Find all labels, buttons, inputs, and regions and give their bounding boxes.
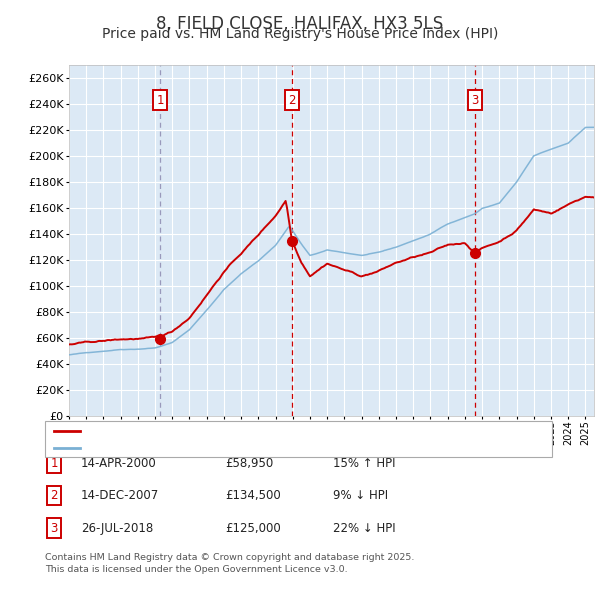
Text: £134,500: £134,500 (225, 489, 281, 502)
Text: HPI: Average price, semi-detached house, Calderdale: HPI: Average price, semi-detached house,… (84, 443, 381, 453)
Text: 1: 1 (157, 93, 164, 107)
Text: 15% ↑ HPI: 15% ↑ HPI (333, 457, 395, 470)
Text: 26-JUL-2018: 26-JUL-2018 (81, 522, 153, 535)
Text: 14-DEC-2007: 14-DEC-2007 (81, 489, 159, 502)
Text: 2: 2 (50, 489, 58, 502)
Text: 1: 1 (50, 457, 58, 470)
Text: 9% ↓ HPI: 9% ↓ HPI (333, 489, 388, 502)
Text: Price paid vs. HM Land Registry's House Price Index (HPI): Price paid vs. HM Land Registry's House … (102, 27, 498, 41)
Text: 8, FIELD CLOSE, HALIFAX, HX3 5LS (semi-detached house): 8, FIELD CLOSE, HALIFAX, HX3 5LS (semi-d… (84, 426, 409, 436)
Text: Contains HM Land Registry data © Crown copyright and database right 2025.
This d: Contains HM Land Registry data © Crown c… (45, 553, 415, 574)
Text: 22% ↓ HPI: 22% ↓ HPI (333, 522, 395, 535)
Text: 2: 2 (288, 93, 296, 107)
Text: 3: 3 (50, 522, 58, 535)
Text: £58,950: £58,950 (225, 457, 273, 470)
Text: £125,000: £125,000 (225, 522, 281, 535)
Text: 14-APR-2000: 14-APR-2000 (81, 457, 157, 470)
Text: 3: 3 (471, 93, 478, 107)
Text: 8, FIELD CLOSE, HALIFAX, HX3 5LS: 8, FIELD CLOSE, HALIFAX, HX3 5LS (157, 15, 443, 33)
